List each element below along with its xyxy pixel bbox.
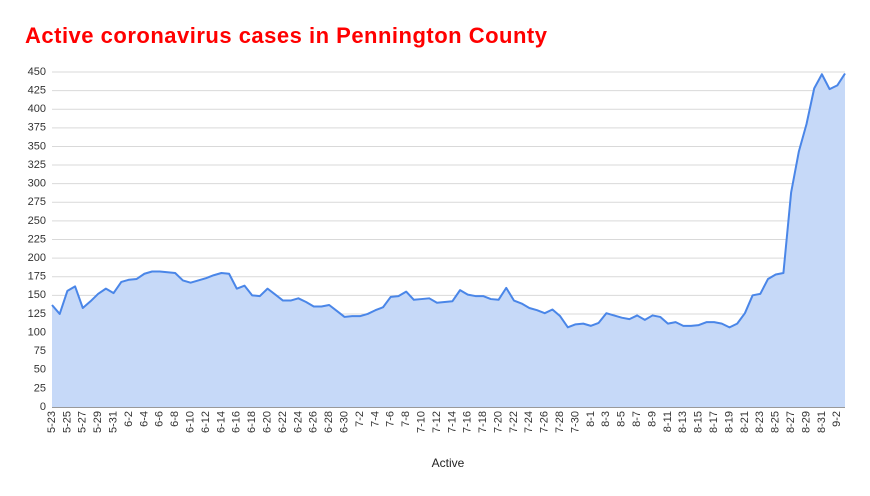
y-tick-label: 75 (34, 345, 46, 357)
y-tick-label: 275 (28, 196, 46, 208)
x-tick-label: 7-14 (446, 411, 458, 433)
x-tick-label: 7-4 (369, 411, 381, 427)
x-tick-label: 8-29 (800, 411, 812, 433)
x-tick-label: 8-7 (631, 411, 643, 427)
y-tick-label: 300 (28, 178, 46, 190)
x-tick-label: 7-22 (508, 411, 520, 433)
x-tick-label: 8-15 (693, 411, 705, 433)
x-tick-label: 8-25 (770, 411, 782, 433)
y-tick-label: 375 (28, 122, 46, 134)
x-tick-label: 6-14 (215, 411, 227, 433)
x-tick-label: 8-19 (723, 411, 735, 433)
x-tick-label: 7-20 (492, 411, 504, 433)
chart-title: Active coronavirus cases in Pennington C… (25, 23, 548, 48)
x-tick-label: 7-8 (400, 411, 412, 427)
x-tick-label: 7-30 (569, 411, 581, 433)
x-tick-label: 5-31 (107, 411, 119, 433)
x-tick-label: 8-3 (600, 411, 612, 427)
x-tick-label: 8-27 (785, 411, 797, 433)
x-tick-label: 7-28 (554, 411, 566, 433)
y-tick-label: 50 (34, 364, 46, 376)
x-tick-label: 7-24 (523, 411, 535, 433)
x-tick-label: 8-23 (754, 411, 766, 433)
y-tick-label: 450 (28, 66, 46, 78)
x-tick-label: 7-10 (415, 411, 427, 433)
x-tick-label: 6-2 (123, 411, 135, 427)
y-tick-label: 350 (28, 140, 46, 152)
x-tick-label: 6-4 (138, 411, 150, 427)
x-tick-label: 8-13 (677, 411, 689, 433)
x-tick-label: 7-12 (431, 411, 443, 433)
x-tick-label: 8-21 (739, 411, 751, 433)
x-tick-label: 8-5 (616, 411, 628, 427)
x-tick-label: 8-9 (646, 411, 658, 427)
x-axis-title: Active (432, 456, 465, 470)
x-tick-label: 6-12 (200, 411, 212, 433)
x-tick-label: 8-1 (585, 411, 597, 427)
x-tick-label: 7-18 (477, 411, 489, 433)
x-tick-label: 6-28 (323, 411, 335, 433)
y-tick-label: 175 (28, 271, 46, 283)
x-tick-label: 7-16 (462, 411, 474, 433)
y-tick-label: 125 (28, 308, 46, 320)
x-tick-label: 9-2 (831, 411, 843, 427)
y-tick-label: 25 (34, 382, 46, 394)
line (51, 72, 846, 329)
y-tick-label: 200 (28, 252, 46, 264)
x-tick-label: 5-27 (77, 411, 89, 433)
y-tick-label: 0 (40, 401, 46, 413)
x-tick-label: 8-17 (708, 411, 720, 433)
x-tick-label: 6-18 (246, 411, 258, 433)
y-tick-label: 250 (28, 215, 46, 227)
x-tick-label: 6-8 (169, 411, 181, 427)
x-tick-label: 6-22 (277, 411, 289, 433)
x-tick-label: 6-20 (261, 411, 273, 433)
x-tick-label: 6-16 (231, 411, 243, 433)
x-tick-label: 5-23 (46, 411, 58, 433)
x-tick-label: 6-24 (292, 411, 304, 433)
area-fill (52, 73, 845, 408)
x-tick-label: 7-2 (354, 411, 366, 427)
x-tick-label: 6-26 (308, 411, 320, 433)
x-tick-label: 5-29 (92, 411, 104, 433)
x-tick-label: 6-30 (338, 411, 350, 433)
x-tick-label: 6-6 (154, 411, 166, 427)
x-tick-label: 6-10 (184, 411, 196, 433)
x-tick-label: 7-6 (385, 411, 397, 427)
x-tick-label: 8-31 (816, 411, 828, 433)
x-tick-label: 7-26 (539, 411, 551, 433)
y-tick-label: 150 (28, 289, 46, 301)
x-tick-label: 5-25 (61, 411, 73, 433)
y-tick-label: 225 (28, 233, 46, 245)
y-tick-label: 425 (28, 85, 46, 97)
y-tick-label: 325 (28, 159, 46, 171)
y-tick-label: 100 (28, 326, 46, 338)
x-tick-label: 8-11 (662, 411, 674, 432)
y-tick-label: 400 (28, 103, 46, 115)
